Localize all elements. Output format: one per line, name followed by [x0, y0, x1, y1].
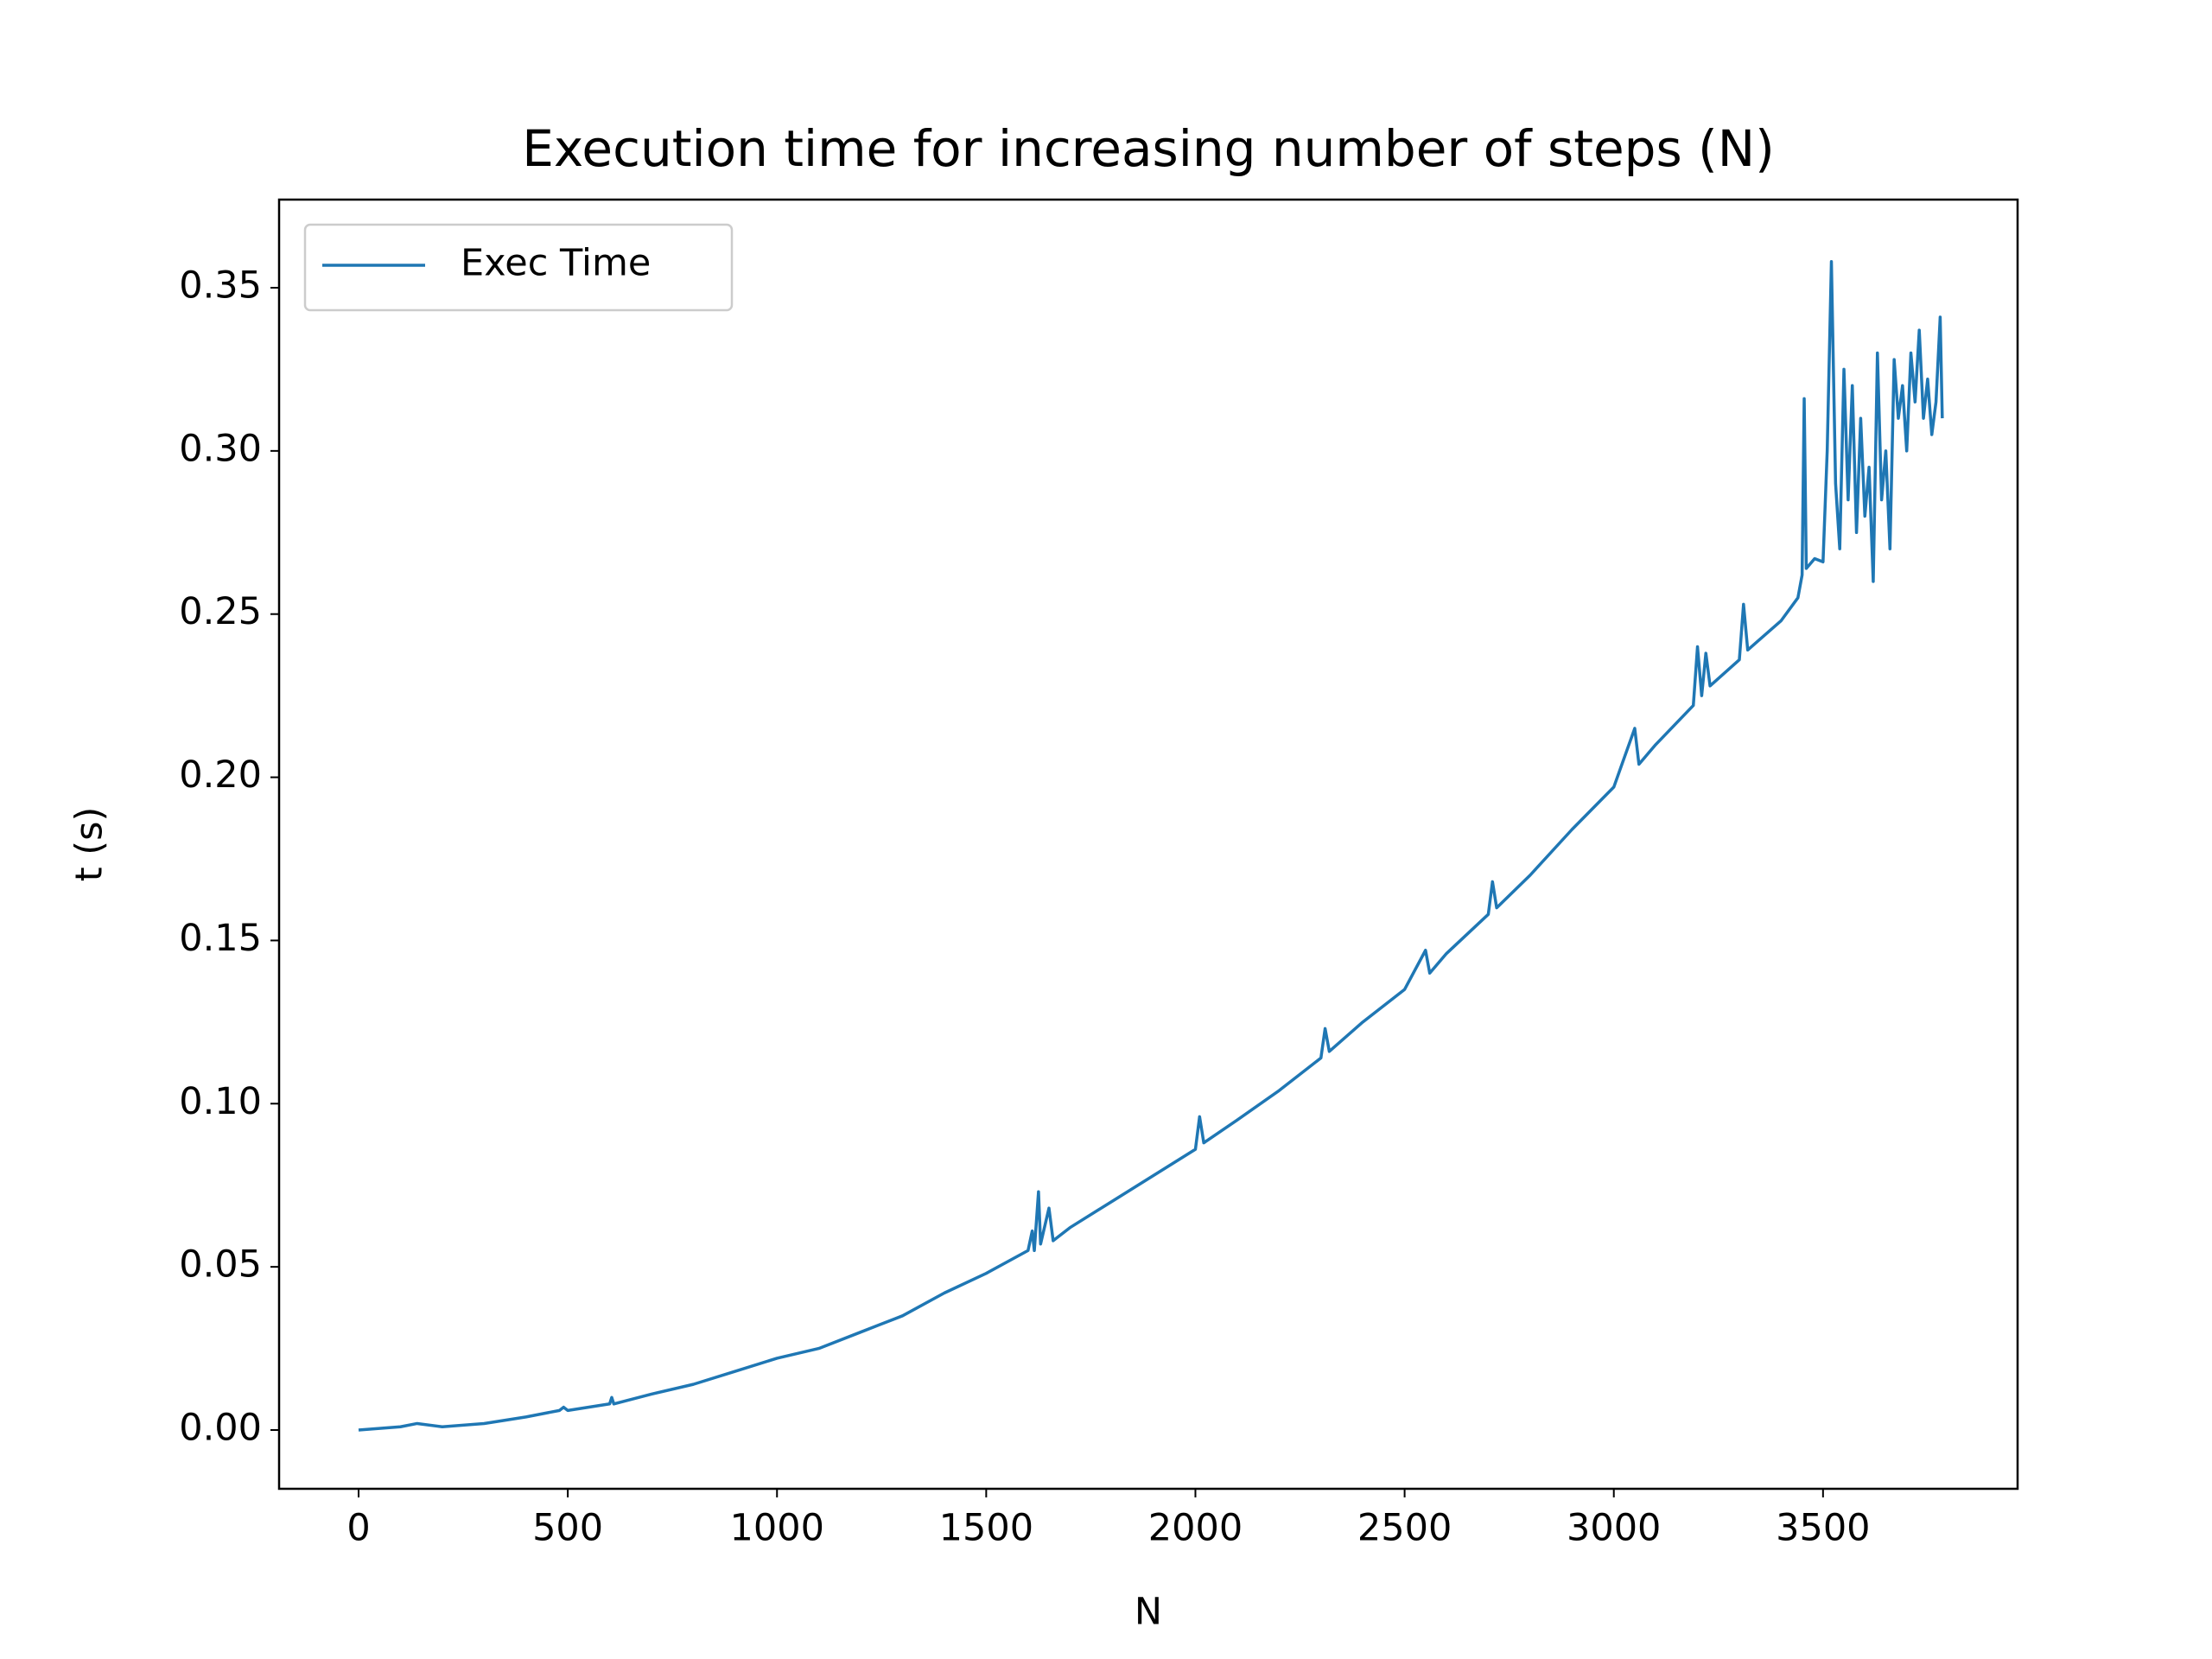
x-tick-label: 3000	[1567, 1507, 1661, 1550]
chart-title: Execution time for increasing number of …	[522, 119, 1775, 178]
y-tick-label: 0.20	[179, 753, 262, 797]
y-axis-label: t (s)	[68, 807, 111, 881]
x-tick-label: 0	[346, 1507, 370, 1550]
y-tick-label: 0.05	[179, 1243, 262, 1287]
legend-box	[303, 223, 734, 312]
y-tick-label: 0.35	[179, 264, 262, 307]
data-line	[358, 260, 1944, 1432]
x-tick-label: 500	[532, 1507, 603, 1550]
x-tick-label: 2500	[1357, 1507, 1452, 1550]
x-tick-label: 1500	[939, 1507, 1033, 1550]
legend-label: Exec Time	[461, 242, 651, 285]
y-tick-label: 0.15	[179, 917, 262, 960]
y-tick-label: 0.30	[179, 427, 262, 470]
y-tick-label: 0.10	[179, 1080, 262, 1123]
plot-frame	[277, 198, 2019, 1491]
y-tick-label: 0.00	[179, 1407, 262, 1450]
x-tick-label: 2000	[1148, 1507, 1243, 1550]
y-tick-label: 0.25	[179, 590, 262, 633]
x-tick-label: 1000	[730, 1507, 824, 1550]
x-tick-label: 3500	[1776, 1507, 1870, 1550]
x-axis-label: N	[1135, 1591, 1162, 1634]
